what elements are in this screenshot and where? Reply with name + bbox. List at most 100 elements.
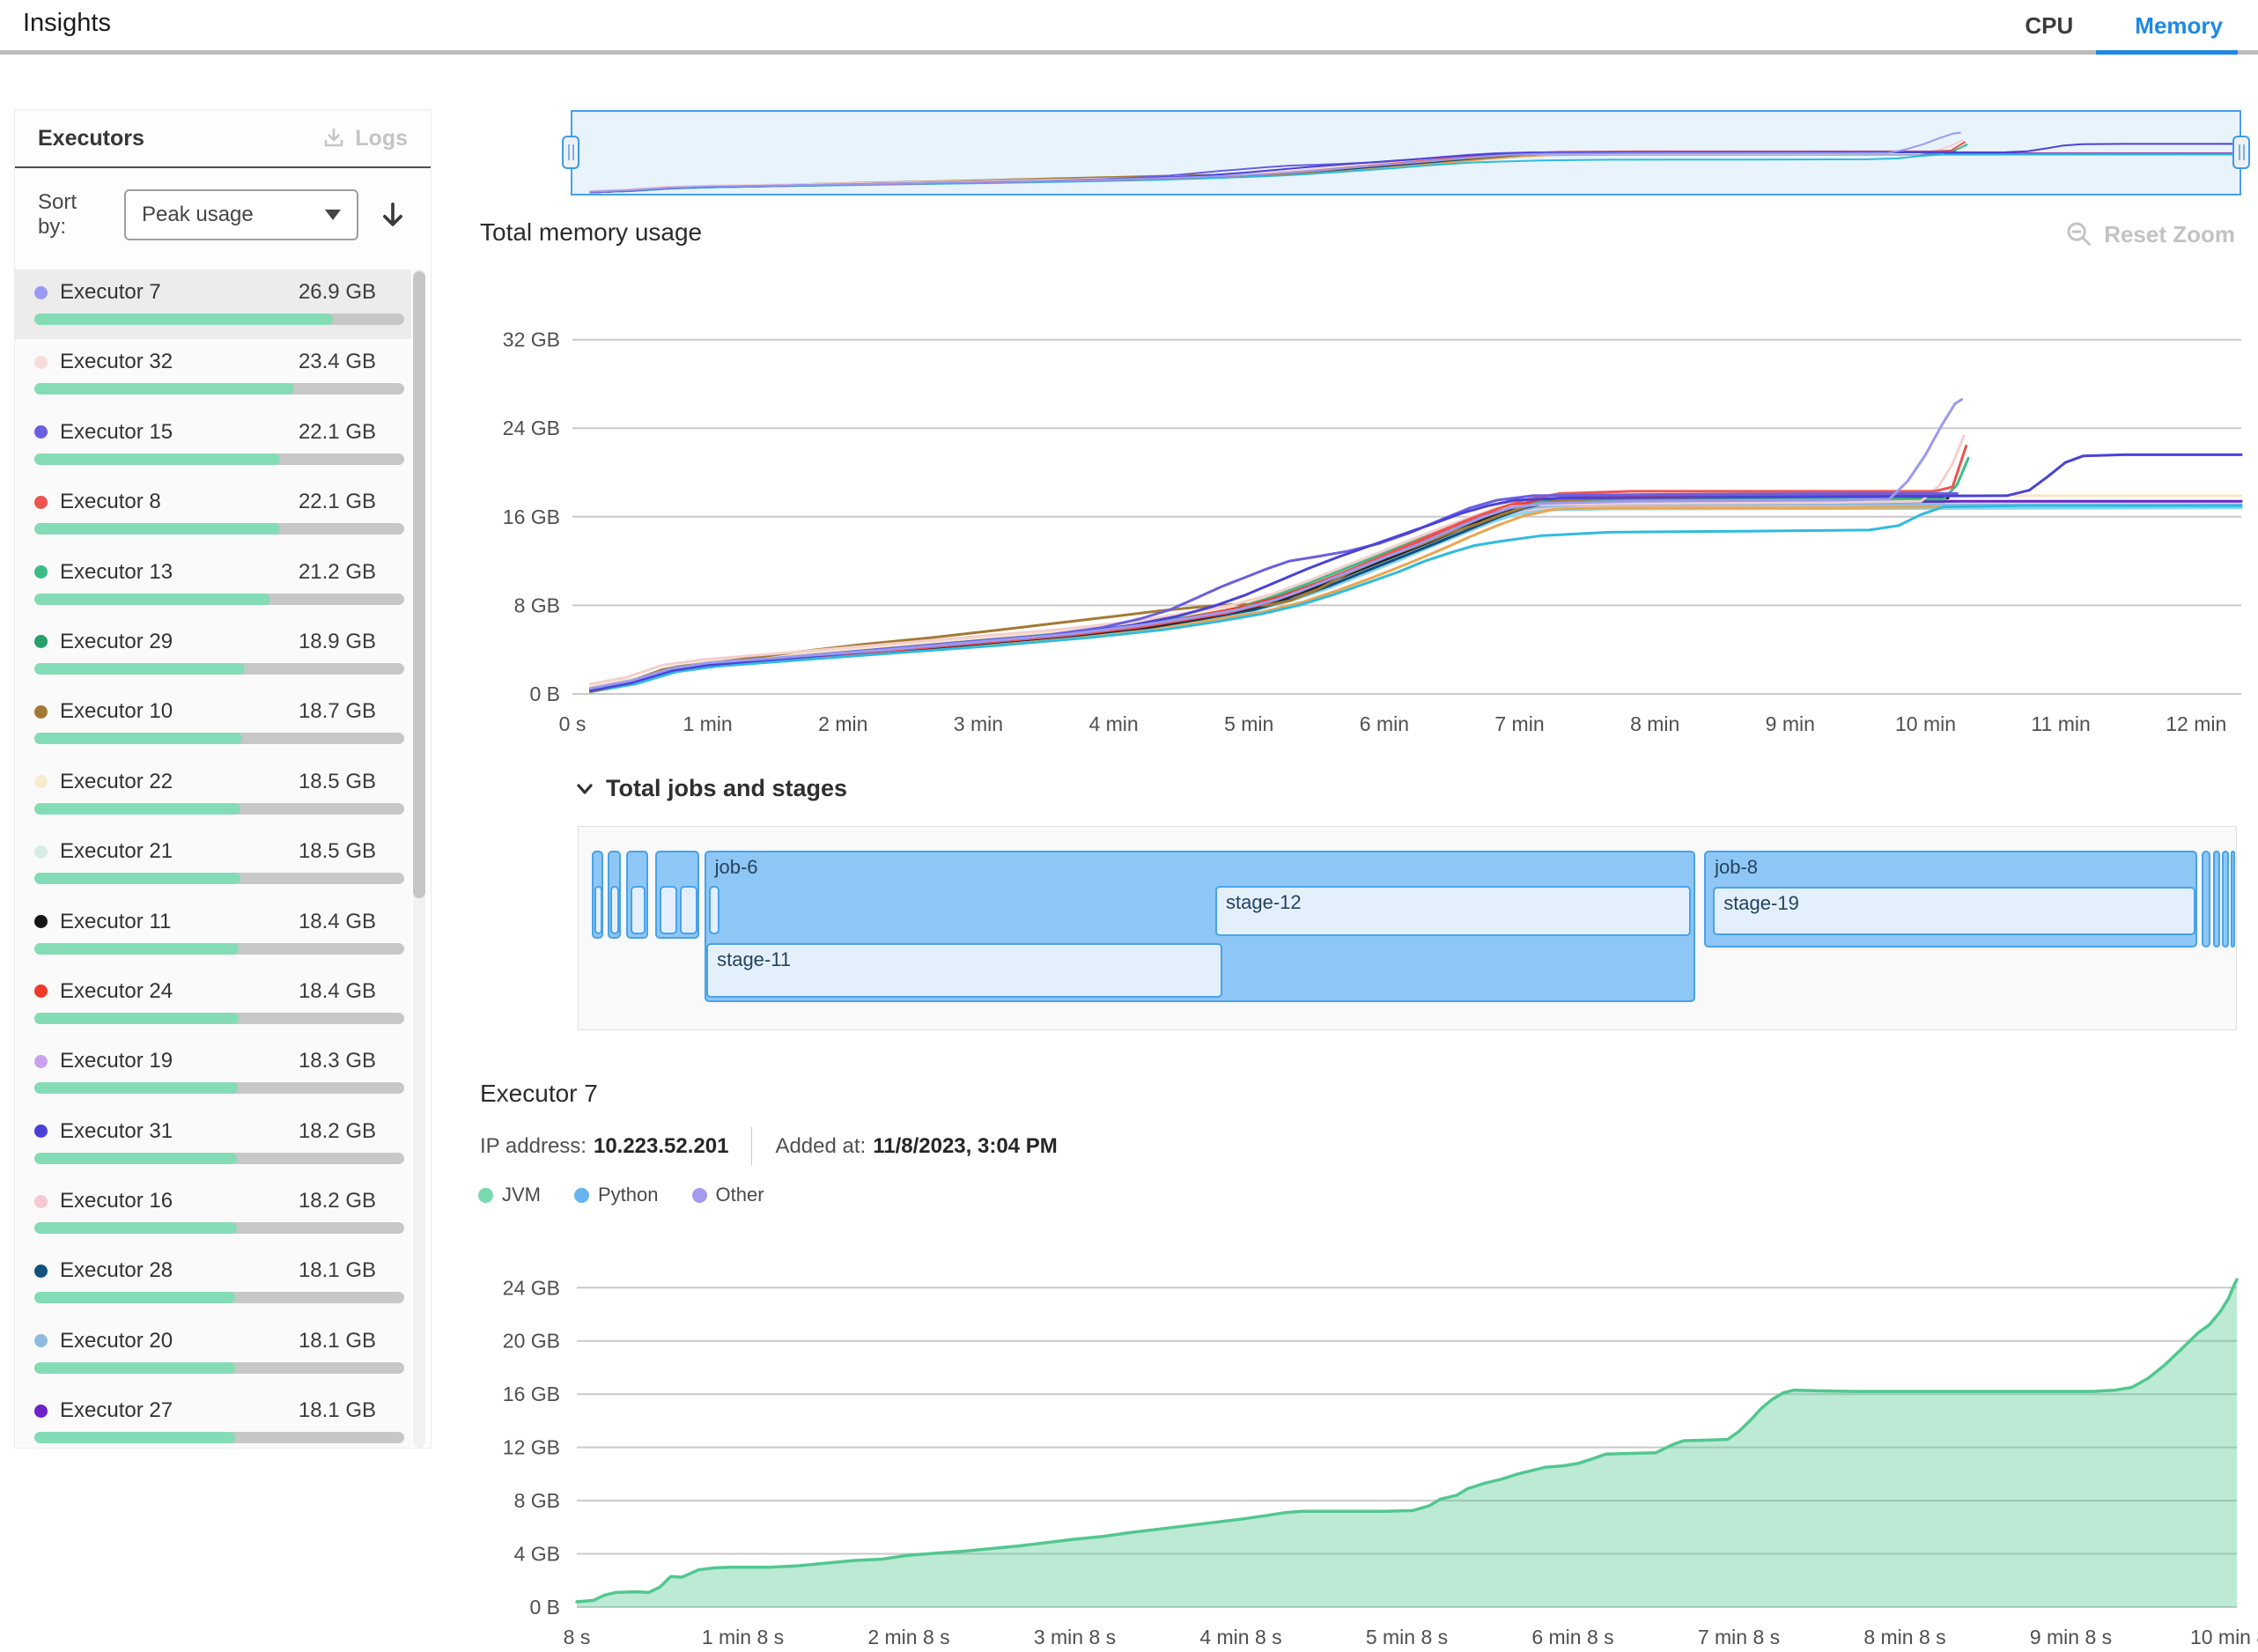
logs-label: Logs [355,125,408,151]
x-axis-tick-label: 2 min 8 s [867,1626,949,1648]
executor-row[interactable]: Executor 31 18.2 GB [15,1109,411,1178]
executor-usage-bar-fill [34,1152,237,1164]
x-axis-tick-label: 5 min 8 s [1366,1626,1448,1648]
gantt-stage-stage-11[interactable]: stage-11 [706,943,1222,998]
executor-row[interactable]: Executor 13 21.2 GB [15,549,411,619]
executor-name: Executor 10 [60,699,173,724]
y-axis-tick-label: 32 GB [503,328,560,351]
executor-row[interactable]: Executor 20 18.1 GB [15,1318,411,1388]
y-axis-tick-label: 8 GB [514,1489,560,1512]
executor-row[interactable]: Executor 27 18.1 GB [15,1388,411,1448]
series-line [589,131,1961,193]
executor-row[interactable]: Executor 28 18.1 GB [15,1248,411,1317]
executor-row-line: Executor 19 18.3 GB [34,1047,376,1075]
sort-bar: Sort by: Peak usage [15,168,431,249]
y-axis-tick-label: 24 GB [503,1276,560,1299]
executor-peak-value: 18.1 GB [298,1328,376,1353]
jobs-section-title: Total jobs and stages [606,775,848,801]
executor-color-dot [34,1194,48,1208]
executor-row[interactable]: Executor 7 26.9 GB [15,269,411,340]
executor-row[interactable]: Executor 11 18.4 GB [15,899,411,969]
download-icon [324,128,343,147]
logs-button[interactable]: Logs [321,126,408,151]
jobs-section-toggle[interactable]: Total jobs and stages [572,775,847,802]
gantt-job[interactable] [2213,851,2220,948]
executor-peak-value: 18.3 GB [298,1049,376,1073]
sort-dropdown[interactable]: Peak usage [123,189,358,240]
sort-direction-button[interactable] [378,200,408,230]
gantt-stage[interactable] [594,886,602,934]
executor-row[interactable]: Executor 19 18.3 GB [15,1038,411,1108]
executor-row[interactable]: Executor 15 22.1 GB [15,409,411,479]
executor-row-line: Executor 16 18.2 GB [34,1187,376,1215]
executor-usage-bar [34,873,404,885]
executor-row-line: Executor 24 18.4 GB [34,977,376,1006]
zoom-brush-overview[interactable] [571,110,2241,195]
executor-row[interactable]: Executor 22 18.5 GB [15,759,411,829]
executor-usage-bar [34,593,404,605]
executor-color-dot [34,425,48,439]
gantt-stage-stage-19[interactable]: stage-19 [1713,887,2195,935]
legend-item[interactable]: JVM [478,1184,541,1206]
executor-row-line: Executor 28 18.1 GB [34,1257,376,1285]
y-axis-tick-label: 24 GB [503,417,560,439]
reset-zoom-label: Reset Zoom [2104,220,2235,247]
executor-usage-bar [34,733,404,745]
executor-usage-bar [34,662,404,675]
executor-usage-bar-fill [34,313,334,325]
executor-row-line: Executor 8 22.1 GB [34,488,376,516]
executor-row[interactable]: Executor 8 22.1 GB [15,479,411,549]
scrollbar-thumb[interactable] [413,271,425,898]
total-memory-chart[interactable]: 0 B 8 GB 16 GB 24 GB 32 GB 0 s 1 min 2 min 3 min… [387,291,2258,744]
executor-peak-value: 18.9 GB [298,629,376,653]
legend-label: Other [715,1184,764,1206]
gantt-stage[interactable] [708,886,720,934]
y-axis-tick-label: 16 GB [503,1383,560,1405]
brush-handle-left[interactable] [562,136,579,169]
legend-item[interactable]: Other [691,1184,764,1206]
executor-row[interactable]: Executor 29 18.9 GB [15,619,411,689]
executor-usage-bar [34,523,404,535]
executor-row[interactable]: Executor 16 18.2 GB [15,1178,411,1248]
executor-name: Executor 20 [60,1328,173,1353]
gantt-stage[interactable] [609,886,619,934]
x-axis-tick-label: 12 min [2166,712,2226,735]
gantt-job[interactable] [2202,851,2211,948]
x-axis-tick-label: 3 min 8 s [1034,1626,1116,1648]
sort-by-label: Sort by: [38,190,77,239]
x-axis-tick-label: 11 min [2031,712,2090,735]
executor-row-line: Executor 11 18.4 GB [34,908,376,936]
x-axis-tick-label: 4 min 8 s [1199,1626,1281,1648]
executor-usage-bar [34,1082,404,1095]
gantt-job[interactable] [2222,851,2229,948]
added-at-label: Added at: [775,1134,867,1158]
executor-color-dot [34,1264,48,1278]
gantt-stage-stage-12[interactable]: stage-12 [1215,886,1691,936]
executors-title: Executors [38,125,144,151]
gantt-stage[interactable] [630,886,646,934]
gantt-stage[interactable] [659,886,678,934]
executor-row[interactable]: Executor 32 23.4 GB [15,339,411,409]
reset-zoom-button[interactable]: Reset Zoom [2065,220,2235,248]
x-axis-tick-label: 9 min [1766,712,1815,735]
brush-handle-right[interactable] [2232,136,2250,169]
executor-row[interactable]: Executor 10 18.7 GB [15,689,411,758]
tab-memory[interactable]: Memory [2135,12,2223,39]
legend-item[interactable]: Python [574,1184,659,1206]
gantt-stage[interactable] [679,886,697,934]
executor-usage-bar-fill [34,383,295,395]
executor-row[interactable]: Executor 24 18.4 GB [15,969,411,1038]
executor-usage-bar-fill [34,662,245,675]
gantt-job[interactable] [2231,851,2236,948]
tab-cpu[interactable]: CPU [2025,12,2074,39]
header-divider [0,50,2258,55]
executor-peak-value: 18.5 GB [298,839,376,864]
overview-chart [589,131,2240,194]
x-axis-tick-label: 6 min 8 s [1531,1626,1613,1648]
executor-usage-bar [34,802,404,815]
executor-usage-bar-fill [34,802,240,815]
x-axis-tick-label: 10 min 8 s [2190,1626,2258,1648]
executor-row[interactable]: Executor 21 18.5 GB [15,829,411,898]
executor-usage-bar [34,453,404,465]
executor-memory-chart[interactable]: 0 B 4 GB 8 GB 12 GB 16 GB 20 GB 24 GB 8 s 1 min … [387,1259,2258,1652]
